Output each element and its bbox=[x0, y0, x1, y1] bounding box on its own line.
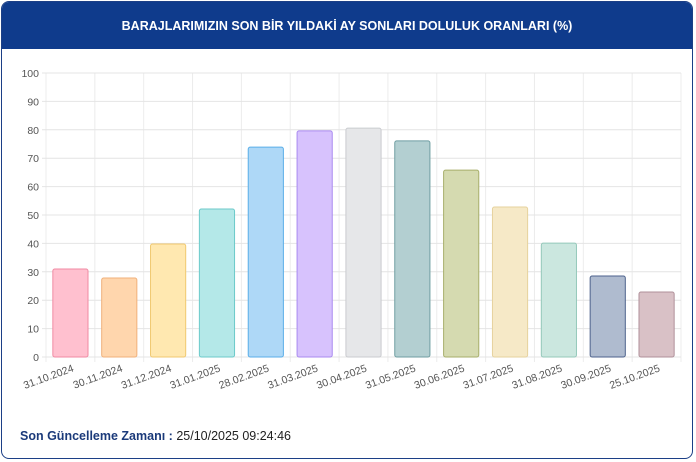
x-tick-label: 31.12.2024 bbox=[120, 362, 174, 391]
x-tick-label: 31.10.2024 bbox=[22, 362, 76, 391]
chart: 0 10 20 30 40 50 60 70 80 90 100 31.10.202430.11.20… bbox=[21, 68, 682, 392]
chart-title: BARAJLARIMIZIN SON BİR YILDAKİ AY SONLAR… bbox=[2, 2, 692, 49]
footer: Son Güncelleme Zamanı : 25/10/2025 09:24… bbox=[20, 429, 291, 443]
y-tick-label: 40 bbox=[27, 238, 39, 250]
bar bbox=[247, 146, 284, 358]
bar bbox=[443, 169, 480, 358]
x-tick-label: 30.09.2025 bbox=[559, 362, 613, 391]
x-tick-label: 28.02.2025 bbox=[217, 362, 271, 391]
x-tick-label: 30.06.2025 bbox=[413, 362, 467, 391]
y-tick-label: 0 bbox=[33, 352, 39, 364]
bar bbox=[150, 243, 187, 358]
x-tick-label: 30.11.2024 bbox=[72, 362, 125, 391]
y-tick-label: 10 bbox=[27, 324, 39, 336]
x-tick-label: 31.08.2025 bbox=[510, 362, 564, 391]
y-tick-label: 90 bbox=[27, 96, 39, 108]
bar bbox=[540, 242, 577, 358]
y-tick-label: 100 bbox=[21, 68, 39, 80]
x-tick-label: 31.07.2025 bbox=[462, 362, 516, 391]
y-tick-label: 70 bbox=[27, 153, 39, 165]
footer-value: 25/10/2025 09:24:46 bbox=[176, 429, 292, 443]
x-tick-label: 31.05.2025 bbox=[364, 362, 418, 391]
bar bbox=[198, 208, 236, 358]
bar bbox=[638, 291, 675, 358]
x-tick-label: 31.03.2025 bbox=[266, 362, 320, 391]
bar bbox=[52, 268, 89, 358]
y-tick-label: 80 bbox=[27, 125, 39, 137]
bar bbox=[345, 127, 382, 358]
x-tick-label: 30.04.2025 bbox=[315, 362, 369, 391]
y-tick-label: 30 bbox=[27, 267, 39, 279]
footer-label: Son Güncelleme Zamanı : bbox=[20, 429, 173, 443]
bar bbox=[296, 130, 333, 358]
bar bbox=[589, 275, 626, 358]
y-tick-label: 50 bbox=[27, 210, 39, 222]
bar bbox=[101, 277, 138, 358]
y-tick-label: 20 bbox=[27, 295, 39, 307]
bar bbox=[394, 140, 431, 358]
bar bbox=[491, 206, 529, 358]
x-tick-label: 25.10.2025 bbox=[608, 362, 662, 391]
y-tick-label: 60 bbox=[27, 182, 39, 194]
x-tick-label: 31.01.2025 bbox=[168, 362, 222, 391]
